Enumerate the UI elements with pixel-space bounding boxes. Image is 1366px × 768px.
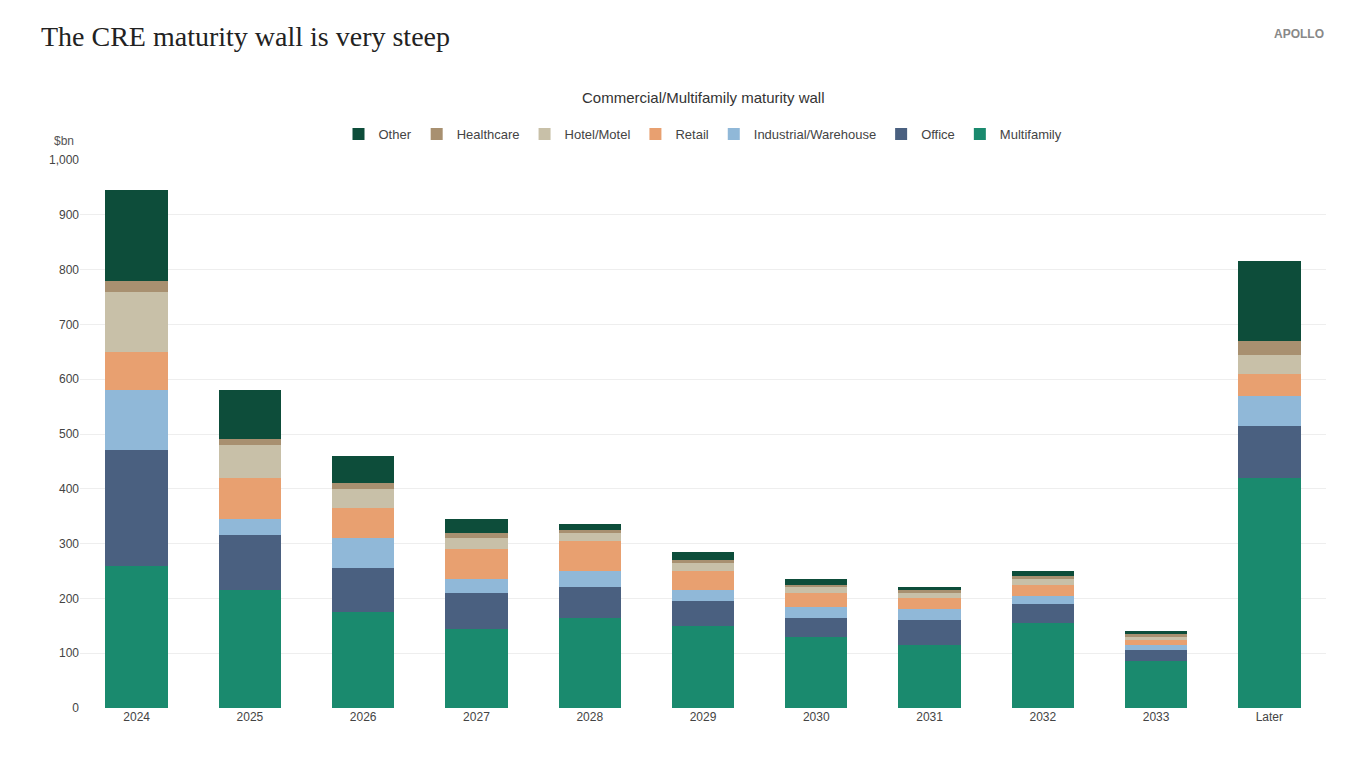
svg-text:2033: 2033	[1143, 710, 1170, 724]
svg-text:Retail: Retail	[675, 127, 708, 142]
svg-text:2028: 2028	[576, 710, 603, 724]
svg-text:300: 300	[59, 537, 79, 551]
svg-text:800: 800	[59, 263, 79, 277]
svg-text:100: 100	[59, 646, 79, 660]
svg-text:0: 0	[72, 701, 79, 715]
svg-text:Multifamily: Multifamily	[1000, 127, 1062, 142]
svg-text:900: 900	[59, 208, 79, 222]
svg-text:Commercial/Multifamily maturit: Commercial/Multifamily maturity wall	[582, 89, 825, 106]
svg-text:2029: 2029	[690, 710, 717, 724]
svg-text:2024: 2024	[123, 710, 150, 724]
svg-text:2025: 2025	[237, 710, 264, 724]
svg-text:APOLLO: APOLLO	[1274, 27, 1324, 41]
svg-text:Office: Office	[921, 127, 955, 142]
svg-text:The CRE maturity wall is very: The CRE maturity wall is very steep	[41, 21, 450, 52]
svg-text:500: 500	[59, 427, 79, 441]
svg-text:600: 600	[59, 372, 79, 386]
svg-text:2032: 2032	[1029, 710, 1056, 724]
svg-text:2030: 2030	[803, 710, 830, 724]
svg-text:Industrial/Warehouse: Industrial/Warehouse	[754, 127, 876, 142]
svg-text:200: 200	[59, 592, 79, 606]
svg-text:400: 400	[59, 482, 79, 496]
svg-text:700: 700	[59, 318, 79, 332]
svg-text:Hotel/Motel: Hotel/Motel	[565, 127, 631, 142]
svg-text:2026: 2026	[350, 710, 377, 724]
svg-text:Other: Other	[379, 127, 412, 142]
svg-text:$bn: $bn	[54, 134, 74, 148]
svg-text:1,000: 1,000	[49, 153, 79, 167]
svg-text:Healthcare: Healthcare	[457, 127, 520, 142]
svg-text:2027: 2027	[463, 710, 490, 724]
svg-text:Later: Later	[1256, 710, 1283, 724]
svg-text:2031: 2031	[916, 710, 943, 724]
